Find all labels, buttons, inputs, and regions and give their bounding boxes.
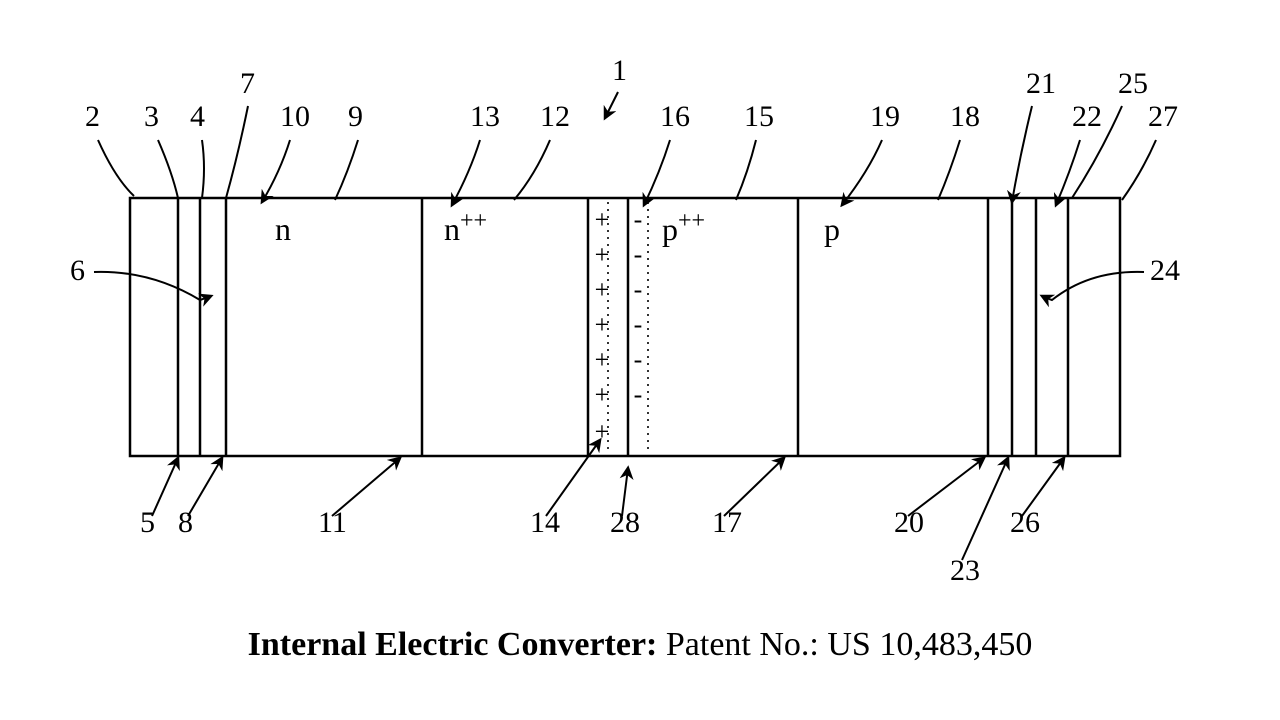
minus-charge: - [634, 240, 643, 269]
diagram-layer: nn++p++p+++++++------2347109131211615191… [70, 54, 1180, 587]
leader-line [605, 92, 618, 118]
ref-number: 19 [870, 100, 900, 133]
ref-number: 3 [144, 100, 159, 133]
ref-number: 28 [610, 506, 640, 539]
leader-line [736, 140, 756, 200]
ref-number: 21 [1026, 67, 1056, 100]
plus-charge: + [595, 275, 610, 304]
leader-line [938, 140, 960, 200]
leader-line [842, 140, 882, 205]
plus-charge: + [595, 310, 610, 339]
leader-line [514, 140, 550, 200]
ref-number: 4 [190, 100, 205, 133]
leader-line [1056, 140, 1080, 205]
ref-number: 1 [612, 54, 627, 87]
ref-number: 15 [744, 100, 774, 133]
leader-line [1012, 106, 1032, 202]
ref-number: 24 [1150, 254, 1180, 287]
caption-rest: Patent No.: US 10,483,450 [657, 626, 1032, 663]
region-label: n++ [444, 208, 487, 247]
ref-number: 13 [470, 100, 500, 133]
ref-number: 7 [240, 67, 255, 100]
ref-number: 18 [950, 100, 980, 133]
plus-charge: + [595, 345, 610, 374]
ref-number: 16 [660, 100, 690, 133]
ref-number: 14 [530, 506, 560, 539]
minus-charge: - [634, 205, 643, 234]
caption: Internal Electric Converter: Patent No.:… [0, 626, 1280, 664]
minus-charge: - [634, 345, 643, 374]
ref-number: 12 [540, 100, 570, 133]
ref-number: 10 [280, 100, 310, 133]
leader-line [188, 458, 222, 516]
region-label: p [824, 211, 840, 247]
leader-line [152, 458, 178, 516]
ref-number: 25 [1118, 67, 1148, 100]
leader-line [962, 458, 1008, 560]
plus-charge: + [595, 205, 610, 234]
leader-line [94, 272, 211, 300]
ref-number: 8 [178, 506, 193, 539]
ref-number: 9 [348, 100, 363, 133]
leader-line [546, 440, 600, 516]
ref-number: 17 [712, 506, 742, 539]
ref-number: 11 [318, 506, 347, 539]
ref-number: 6 [70, 254, 85, 287]
ref-number: 23 [950, 554, 980, 587]
minus-charge: - [634, 310, 643, 339]
ref-number: 26 [1010, 506, 1040, 539]
leader-line [452, 140, 480, 205]
minus-charge: - [634, 275, 643, 304]
ref-number: 2 [85, 100, 100, 133]
plus-charge: + [595, 380, 610, 409]
ref-number: 20 [894, 506, 924, 539]
leader-line [1122, 140, 1156, 200]
leader-line [226, 106, 248, 198]
leader-line [202, 140, 204, 198]
patent-diagram: nn++p++p+++++++------2347109131211615191… [0, 0, 1280, 720]
plus-charge: + [595, 417, 610, 446]
caption-bold: Internal Electric Converter: [248, 626, 658, 663]
region-label: n [275, 211, 291, 247]
ref-number: 22 [1072, 100, 1102, 133]
region-label: p++ [662, 208, 705, 247]
leader-line [335, 140, 358, 200]
minus-charge: - [634, 380, 643, 409]
leader-line [1042, 272, 1144, 300]
ref-number: 27 [1148, 100, 1178, 133]
leader-line [262, 140, 290, 202]
leader-line [158, 140, 178, 198]
leader-line [644, 140, 670, 205]
leader-line [98, 140, 134, 196]
ref-number: 5 [140, 506, 155, 539]
plus-charge: + [595, 240, 610, 269]
